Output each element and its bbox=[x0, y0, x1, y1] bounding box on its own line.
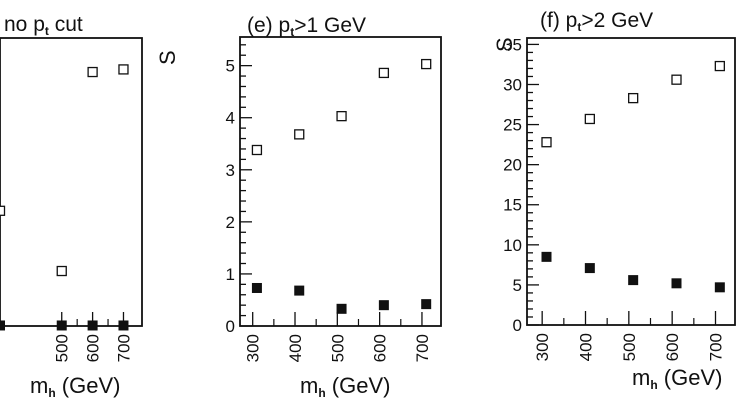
open-square-point bbox=[421, 58, 432, 70]
open-square-point bbox=[378, 67, 390, 79]
filled-square-point bbox=[87, 320, 98, 331]
panel-title: no pt cut bbox=[4, 13, 83, 38]
filled-square-point bbox=[0, 320, 5, 331]
y-axis-label: S bbox=[155, 50, 180, 65]
open-square-point bbox=[251, 144, 263, 156]
y-tick-label: 3 bbox=[226, 161, 235, 180]
x-tick-label: 500 bbox=[620, 333, 639, 361]
open-square-point bbox=[118, 64, 129, 75]
x-tick-label: 500 bbox=[328, 334, 347, 362]
panel-d: 500 600 700 no pt cut mh (GeV) bbox=[0, 13, 143, 400]
open-square-point bbox=[0, 205, 6, 216]
filled-square-point bbox=[714, 282, 725, 293]
x-tick-label: 400 bbox=[286, 334, 305, 362]
x-tick-label: 500 bbox=[53, 334, 72, 362]
open-square-point bbox=[541, 137, 552, 148]
panel-title: (f) pt>2 GeV bbox=[540, 9, 653, 34]
y-tick-label: 25 bbox=[503, 116, 522, 135]
x-axis-label: mh (GeV) bbox=[300, 373, 390, 400]
open-square-point bbox=[336, 110, 347, 122]
x-tick-label: 300 bbox=[533, 333, 552, 361]
plot-frame bbox=[239, 36, 442, 327]
x-tick-label: 600 bbox=[84, 334, 103, 362]
x-tick-label: 300 bbox=[244, 334, 263, 362]
open-square-point bbox=[584, 113, 595, 125]
y-tick-label: 20 bbox=[503, 156, 522, 175]
filled-square-point bbox=[294, 285, 305, 296]
x-axis-label: mh (GeV) bbox=[30, 373, 120, 400]
filled-square-point bbox=[336, 303, 347, 314]
y-tick-label: 0 bbox=[226, 317, 235, 336]
panel-title: (e) pt>1 GeV bbox=[247, 14, 366, 39]
y-tick-label: 4 bbox=[226, 109, 235, 128]
x-tick-label: 600 bbox=[371, 334, 390, 362]
y-tick-label: 1 bbox=[226, 265, 235, 284]
open-square-point bbox=[714, 60, 725, 72]
x-tick-label: 700 bbox=[114, 334, 133, 362]
panel-f: 0 5 10 15 20 25 30 35 300 400 500 600 700 (f) pt>2 Ge… bbox=[492, 9, 736, 392]
y-tick-label: 5 bbox=[513, 276, 522, 295]
y-tick-label: 0 bbox=[513, 316, 522, 335]
x-tick-label: 700 bbox=[707, 333, 726, 361]
plot-frame bbox=[0, 37, 143, 327]
open-square-point bbox=[671, 74, 682, 85]
x-tick-label: 400 bbox=[577, 333, 596, 361]
y-tick-label: 15 bbox=[503, 196, 522, 215]
filled-square-point bbox=[628, 275, 639, 286]
open-square-point bbox=[56, 265, 67, 277]
open-square-point bbox=[294, 129, 305, 140]
open-square-point bbox=[87, 66, 98, 78]
x-tick-label: 600 bbox=[663, 333, 682, 361]
filled-square-point bbox=[118, 320, 129, 331]
filled-square-point bbox=[584, 263, 595, 274]
open-square-point bbox=[628, 92, 639, 104]
x-axis-label: mh (GeV) bbox=[632, 365, 722, 392]
plot-frame bbox=[526, 37, 736, 326]
panel-e: 0 1 2 3 4 5 300 400 500 600 700 (e) pt>1 GeV Smh (Ge… bbox=[155, 14, 442, 400]
filled-square-point bbox=[421, 299, 432, 310]
y-tick-label: 10 bbox=[503, 236, 522, 255]
filled-square-point bbox=[56, 320, 67, 331]
filled-square-point bbox=[378, 300, 389, 311]
y-tick-label: 2 bbox=[226, 213, 235, 232]
y-tick-label: 35 bbox=[503, 35, 522, 54]
x-tick-label: 700 bbox=[413, 334, 432, 362]
y-tick-label: 30 bbox=[503, 75, 522, 94]
filled-square-point bbox=[671, 278, 682, 289]
filled-square-point bbox=[251, 282, 262, 293]
y-tick-label: 5 bbox=[226, 57, 235, 76]
filled-square-point bbox=[541, 251, 552, 262]
y-axis-label: S bbox=[492, 37, 517, 52]
